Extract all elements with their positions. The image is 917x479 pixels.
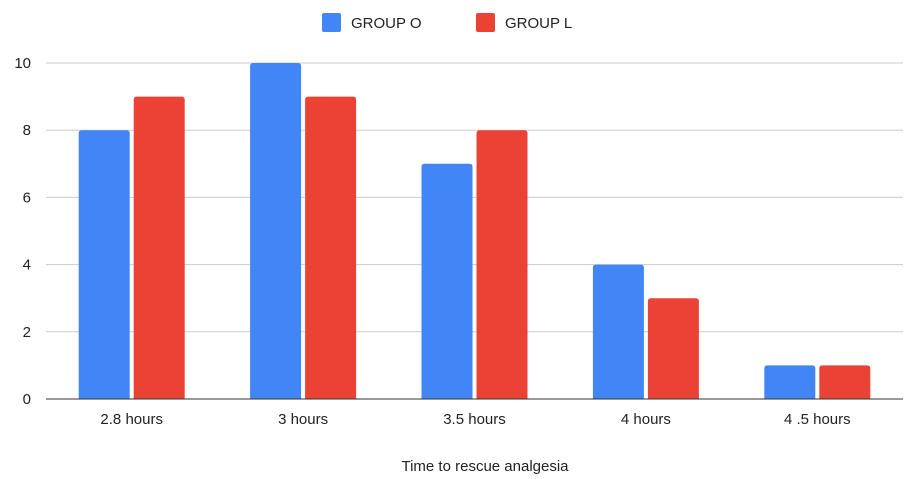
y-tick-label: 0 xyxy=(23,391,31,408)
bar xyxy=(476,130,528,399)
legend-swatch xyxy=(476,13,495,32)
bar xyxy=(647,298,699,399)
bar xyxy=(133,96,185,399)
axes: 0 2 4 6 8 10 2.8 hours 3 hours 3.5 hours 4 hours 4… xyxy=(14,55,903,428)
legend: GROUP O GROUP L xyxy=(322,13,572,32)
x-axis-title: Time to rescue analgesia xyxy=(401,458,569,475)
bar xyxy=(250,63,302,399)
legend-swatch xyxy=(322,13,341,32)
bar xyxy=(421,163,473,399)
bar xyxy=(819,365,871,399)
gridlines xyxy=(46,62,903,333)
legend-label: GROUP L xyxy=(505,15,572,32)
y-tick-label: 6 xyxy=(23,189,31,206)
x-tick-label: 2.8 hours xyxy=(100,411,163,428)
legend-label: GROUP O xyxy=(351,15,422,32)
x-tick-label: 4 hours xyxy=(621,411,671,428)
y-tick-label: 10 xyxy=(14,55,31,72)
bar xyxy=(592,264,644,399)
bar xyxy=(764,365,816,399)
bar xyxy=(305,96,357,399)
x-tick-label: 3 hours xyxy=(278,411,328,428)
bars xyxy=(78,63,871,399)
x-tick-label: 3.5 hours xyxy=(443,411,506,428)
x-tick-label: 4 .5 hours xyxy=(784,411,851,428)
y-tick-label: 2 xyxy=(23,324,31,341)
bar xyxy=(78,130,130,399)
y-tick-label: 4 xyxy=(23,257,31,274)
y-tick-label: 8 xyxy=(23,122,31,139)
